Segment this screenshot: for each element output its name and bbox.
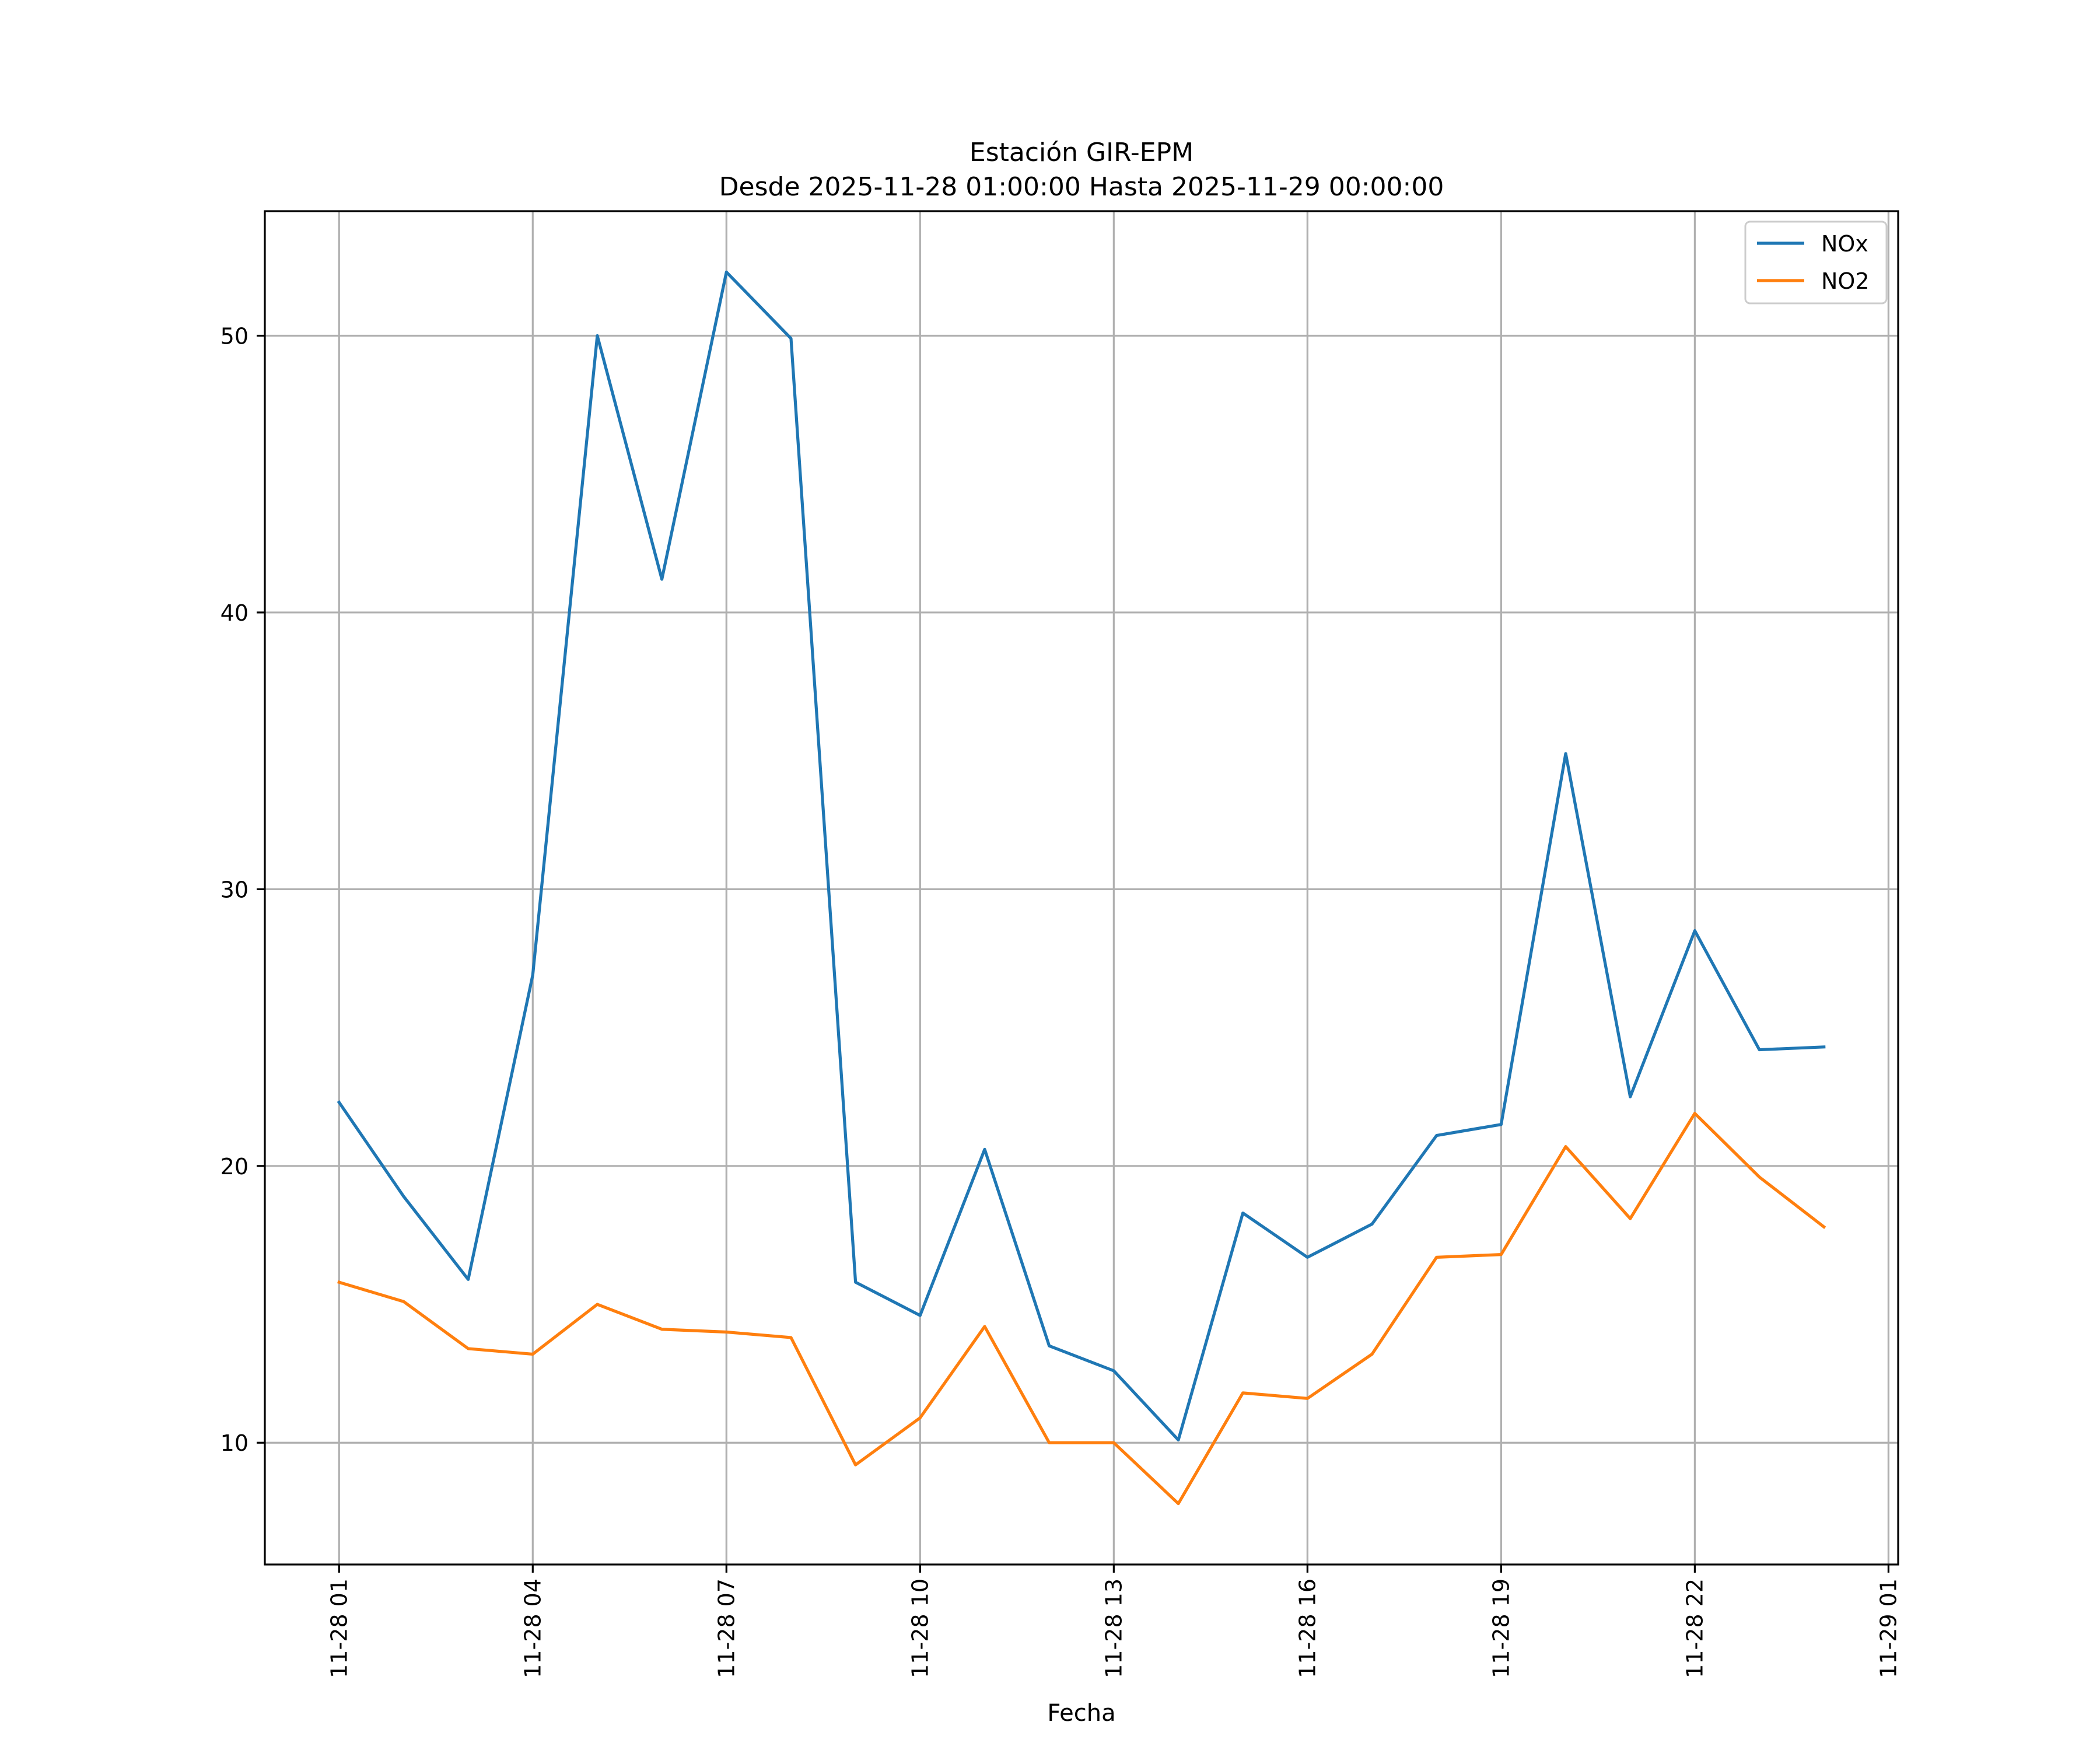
x-tick-label: 11-28 19 <box>1488 1578 1514 1678</box>
x-tick-label: 11-28 04 <box>520 1578 545 1678</box>
y-tick-label: 30 <box>220 877 249 902</box>
chart-title: Estación GIR-EPM <box>970 138 1194 167</box>
x-axis-label: Fecha <box>1047 1700 1115 1727</box>
x-tick-label: 11-28 16 <box>1294 1578 1320 1678</box>
x-tick-label: 11-28 01 <box>326 1578 352 1678</box>
x-tick-label: 11-28 10 <box>907 1578 933 1678</box>
x-tick-label: 11-28 13 <box>1101 1578 1126 1678</box>
y-tick-label: 40 <box>220 600 249 626</box>
y-tick-label: 10 <box>220 1430 249 1456</box>
series-lines <box>337 270 1826 1506</box>
plot-area-frame <box>264 210 1899 1566</box>
x-tick-label: 11-28 07 <box>713 1578 739 1678</box>
series-line-nox <box>337 270 1826 1442</box>
grid-lines <box>265 211 1898 1564</box>
legend-label-nox: NOx <box>1821 231 1868 257</box>
legend-label-no2: NO2 <box>1821 268 1870 294</box>
x-tick-label: 11-28 22 <box>1682 1578 1707 1678</box>
y-tick-label: 20 <box>220 1154 249 1180</box>
chart-subtitle: Desde 2025-11-28 01:00:00 Hasta 2025-11-… <box>719 172 1444 202</box>
y-tick-label: 50 <box>220 323 249 349</box>
x-tick-label: 11-29 01 <box>1875 1578 1901 1678</box>
legend: NOx NO2 <box>1744 220 1888 304</box>
series-line-no2 <box>337 1112 1826 1506</box>
axis-ticks <box>257 334 1889 1573</box>
